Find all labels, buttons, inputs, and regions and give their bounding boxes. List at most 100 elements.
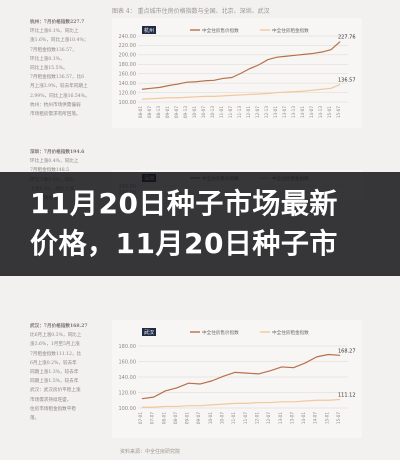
data-point (222, 95, 224, 97)
end-data-label: 168.27 (338, 348, 356, 354)
data-point (294, 55, 296, 56)
x-tick-label: 13-01 (278, 412, 283, 425)
x-tick-label: 12-07 (255, 106, 260, 119)
x-tick-label: 14-01 (301, 412, 306, 425)
x-tick-label: 09-01 (185, 412, 190, 425)
paragraph-line: 杭州：杭州市场供需偏弱 (30, 102, 81, 108)
panel-hangzhou-paragraph: 杭州：7月价格指数227.7 环比上涨0.1%，同比上涨1.6%，同比上涨10.4… (30, 18, 110, 119)
data-point (164, 406, 166, 407)
paragraph-line: 环比上涨0.4%，同比上 (30, 159, 79, 165)
source-caption: 资料来源：中全住房研究院 (120, 449, 181, 455)
data-point (141, 406, 143, 408)
x-tick-label: 14-07 (313, 412, 318, 425)
paragraph-line: 7月租金指数111.12，比 (30, 351, 82, 357)
y-tick-label: 120.00 (119, 390, 137, 396)
end-data-label: 111.12 (338, 392, 356, 398)
x-tick-label: 14-07 (309, 106, 314, 119)
city-tag (142, 26, 156, 34)
data-point (213, 96, 215, 97)
y-tick-label: 140.00 (119, 375, 137, 381)
data-point (312, 53, 314, 54)
paragraph-line: 环比上涨0.1%，同比上 (30, 29, 79, 35)
paragraph-line: 武汉：武汉房价平稳上涨 (30, 388, 81, 394)
data-point (199, 405, 201, 406)
paragraph-line: 武汉：7月价格指数168.27 (30, 324, 88, 329)
x-tick-label: 08-07 (173, 412, 178, 425)
data-point (141, 88, 143, 90)
data-point (223, 403, 224, 405)
paragraph-line: 同期上涨1.5%，较去年 (30, 379, 79, 385)
x-tick-label: 10-07 (201, 106, 206, 119)
paragraph-line: 7月租金指数136.57， (30, 47, 77, 53)
data-point (246, 403, 248, 404)
data-point (159, 87, 161, 88)
data-point (249, 68, 251, 69)
x-tick-label: 11-07 (228, 106, 233, 119)
y-tick-label: 100.00 (119, 100, 137, 106)
data-point (249, 94, 251, 95)
y-tick-label: 100.00 (119, 406, 137, 412)
x-tick-label: 13-01 (273, 106, 278, 119)
paragraph-line: 6月上涨0.2%，较去年 (30, 360, 77, 366)
legend-label: 中全住房售价指数 (202, 27, 239, 34)
data-point (269, 402, 271, 403)
x-tick-label: 12-01 (246, 106, 251, 119)
series-line (141, 353, 341, 400)
paragraph-line: 环比上涨0.1%， (30, 56, 65, 62)
data-point (269, 370, 271, 372)
x-tick-label: 10-01 (192, 106, 197, 119)
data-point (293, 367, 294, 368)
data-point (321, 88, 323, 90)
data-point (204, 96, 206, 97)
headline-line-2[interactable]: 价格，11月20日种子市 (30, 227, 338, 260)
data-point (312, 89, 314, 91)
x-tick-label: 08-01 (138, 106, 143, 119)
x-tick-label: 12-13 (264, 106, 269, 119)
x-tick-label: 09-13 (183, 106, 188, 119)
x-tick-label: 09-01 (165, 106, 170, 119)
paragraph-line: 月上涨3.9%，较去年同期上 (30, 84, 88, 90)
x-tick-label: 12-01 (254, 412, 259, 425)
paragraph-line: 7月租金指数148.5 (30, 168, 70, 174)
headline-line-1[interactable]: 11月20日种子市场最新 (30, 187, 338, 220)
data-point (168, 85, 170, 86)
legend-label: 中全住房售价指数 (202, 329, 239, 336)
x-tick-label: 13-13 (291, 106, 296, 119)
end-data-label: 227.76 (338, 35, 356, 41)
x-tick-label: 14-13 (318, 106, 323, 119)
data-point (339, 84, 341, 85)
x-tick-label: 11-01 (219, 106, 224, 119)
data-point (339, 355, 341, 356)
paragraph-line: 比6月上涨0.3%，同比上 (30, 333, 82, 339)
data-point (141, 398, 143, 399)
x-tick-label: 15-07 (336, 412, 341, 425)
data-point (153, 396, 154, 398)
data-point (213, 80, 215, 81)
paragraph-line: 市场需求持续旺盛， (30, 397, 72, 403)
panel-hangzhou-chart: 240.00 220.00 200.00 180.00 160.00 140.00 120.… (112, 18, 362, 128)
data-point (176, 406, 178, 407)
data-point (246, 372, 248, 374)
paragraph-line: 2.99%，同比上涨16.54%。 (30, 93, 90, 99)
x-tick-label: 09-07 (174, 106, 179, 119)
data-point (211, 404, 213, 406)
data-point (176, 387, 178, 389)
panel-wuhan-paragraph: 武汉：7月价格指数168.27 比6月上涨0.3%，同比上 涨3.6%，1月至5月上… (30, 322, 110, 423)
data-point (150, 98, 152, 99)
data-point (276, 92, 278, 93)
y-tick-label: 180.00 (119, 62, 137, 68)
paragraph-line: 涨1.6%，同比上涨10.4%； (30, 38, 89, 44)
data-point (186, 96, 188, 98)
x-tick-label: 10-07 (220, 412, 225, 425)
end-data-label: 136.57 (338, 78, 356, 84)
panel-wuhan-chart: 180.00 160.00 140.00 120.00 100.00 武汉 中全住房售价指数… (112, 320, 362, 438)
data-point (328, 354, 329, 355)
headline-banner[interactable]: 11月20日种子市场最新 价格，11月20日种子市 (0, 172, 400, 276)
data-point (330, 49, 332, 50)
data-point (168, 97, 170, 99)
x-tick-label: 10-13 (210, 106, 215, 119)
city-tag-label: 杭州 (144, 27, 154, 34)
paragraph-line: 杭州：7月价格指数227.7 (30, 20, 85, 25)
data-point (234, 372, 236, 373)
